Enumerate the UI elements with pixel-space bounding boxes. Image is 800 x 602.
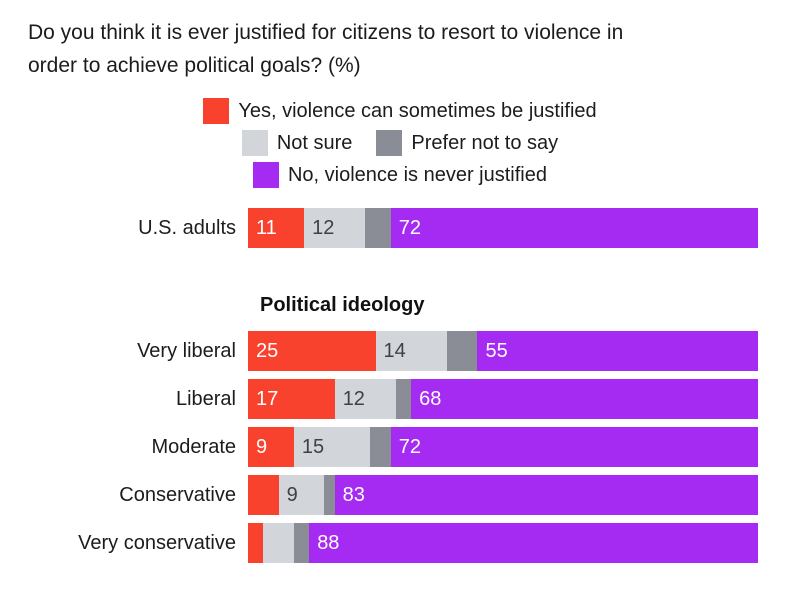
- segment-value-label: 9: [256, 435, 268, 458]
- legend-item: Prefer not to say: [376, 130, 558, 156]
- bar-segment-not_sure: 15: [293, 427, 371, 467]
- segment-value-label: 72: [398, 216, 422, 239]
- bar-segment-yes: 17: [248, 379, 335, 419]
- bar-segment-prefer: [324, 475, 335, 515]
- segment-value-label: 72: [398, 435, 422, 458]
- chart-body: U.S. adults 11 12 72 Political ideology Ve…: [0, 208, 800, 563]
- segment-value-label: 9: [286, 483, 298, 506]
- stacked-bar: 9 15 72: [248, 427, 758, 467]
- bar-segment-not_sure: 9: [278, 475, 325, 515]
- segment-value-label: 83: [342, 483, 365, 506]
- bar-row: Conservative 9 83: [0, 475, 800, 515]
- bar-segment-not_sure: 12: [334, 379, 396, 419]
- legend-swatch-prefer: [376, 130, 403, 156]
- category-label: Conservative: [119, 483, 236, 506]
- bar-segment-prefer: [370, 427, 391, 467]
- ideology-rows: Very liberal 25 14 55 Liberal 17 12 68 Moder…: [0, 331, 800, 563]
- segment-value-label: 15: [301, 435, 325, 458]
- stacked-bar: 88: [248, 523, 758, 563]
- bar-segment-yes: 25: [248, 331, 376, 371]
- stacked-bar: 17 12 68: [248, 379, 758, 419]
- bar-segment-no: 83: [334, 475, 758, 515]
- bar-segment-no: 72: [390, 208, 758, 248]
- segment-value-label: 55: [485, 339, 508, 362]
- segment-value-label: 25: [256, 339, 279, 362]
- segment-value-label: 12: [312, 216, 335, 239]
- bar-segment-prefer: [293, 523, 310, 563]
- legend-item: Yes, violence can sometimes be justified: [203, 98, 597, 124]
- legend-row: Yes, violence can sometimes be justified: [203, 98, 597, 124]
- overall-rows: U.S. adults 11 12 72: [0, 208, 800, 248]
- legend-item: Not sure: [241, 130, 353, 156]
- legend: Yes, violence can sometimes be justified…: [0, 98, 800, 188]
- bar-segment-prefer: [446, 331, 478, 371]
- stacked-bar: 11 12 72: [248, 208, 758, 248]
- legend-label: Yes, violence can sometimes be justified: [238, 99, 597, 122]
- bar-segment-yes: [248, 475, 279, 515]
- stacked-bar: 25 14 55: [248, 331, 758, 371]
- section-header: Political ideology: [260, 294, 425, 316]
- bar-segment-no: 55: [477, 331, 758, 371]
- category-label: U.S. adults: [138, 216, 236, 239]
- bar-segment-no: 88: [309, 523, 758, 563]
- bar-segment-yes: [248, 523, 264, 563]
- bar-segment-yes: 9: [248, 427, 294, 467]
- category-label: Very conservative: [78, 531, 236, 554]
- legend-swatch-not_sure: [241, 130, 268, 156]
- bar-segment-prefer: [395, 379, 412, 419]
- bar-segment-no: 68: [411, 379, 758, 419]
- bar-row: Very conservative 88: [0, 523, 800, 563]
- legend-row: No, violence is never justified: [252, 162, 547, 188]
- segment-value-label: 12: [342, 387, 365, 410]
- bar-row: Very liberal 25 14 55: [0, 331, 800, 371]
- legend-swatch-no: [252, 162, 279, 188]
- legend-swatch-yes: [203, 98, 230, 124]
- segment-value-label: 14: [383, 339, 406, 362]
- chart-title: Do you think it is ever justified for ci…: [0, 0, 800, 82]
- bar-segment-no: 72: [390, 427, 758, 467]
- bar-segment-not_sure: 12: [304, 208, 366, 248]
- legend-label: Not sure: [276, 131, 353, 154]
- bar-row: U.S. adults 11 12 72: [0, 208, 800, 248]
- chart-title-line-2: order to achieve political goals? (%): [28, 54, 361, 77]
- bar-segment-yes: 11: [248, 208, 305, 248]
- segment-value-label: 11: [256, 216, 277, 239]
- bar-row: Liberal 17 12 68: [0, 379, 800, 419]
- stacked-bar: 9 83: [248, 475, 758, 515]
- segment-value-label: 88: [317, 531, 340, 554]
- bar-segment-prefer: [365, 208, 391, 248]
- category-label: Moderate: [151, 435, 237, 458]
- segment-value-label: 68: [419, 387, 442, 410]
- legend-label: No, violence is never justified: [287, 163, 547, 186]
- legend-label: Prefer not to say: [411, 131, 559, 154]
- category-label: Very liberal: [137, 339, 236, 362]
- bar-segment-not_sure: 14: [375, 331, 447, 371]
- legend-item: No, violence is never justified: [252, 162, 547, 188]
- segment-value-label: 17: [256, 387, 279, 410]
- legend-row: Not sure Prefer not to say: [241, 130, 558, 156]
- chart-title-line-1: Do you think it is ever justified for ci…: [28, 21, 624, 44]
- category-label: Liberal: [175, 387, 236, 410]
- bar-segment-not_sure: [263, 523, 294, 563]
- bar-row: Moderate 9 15 72: [0, 427, 800, 467]
